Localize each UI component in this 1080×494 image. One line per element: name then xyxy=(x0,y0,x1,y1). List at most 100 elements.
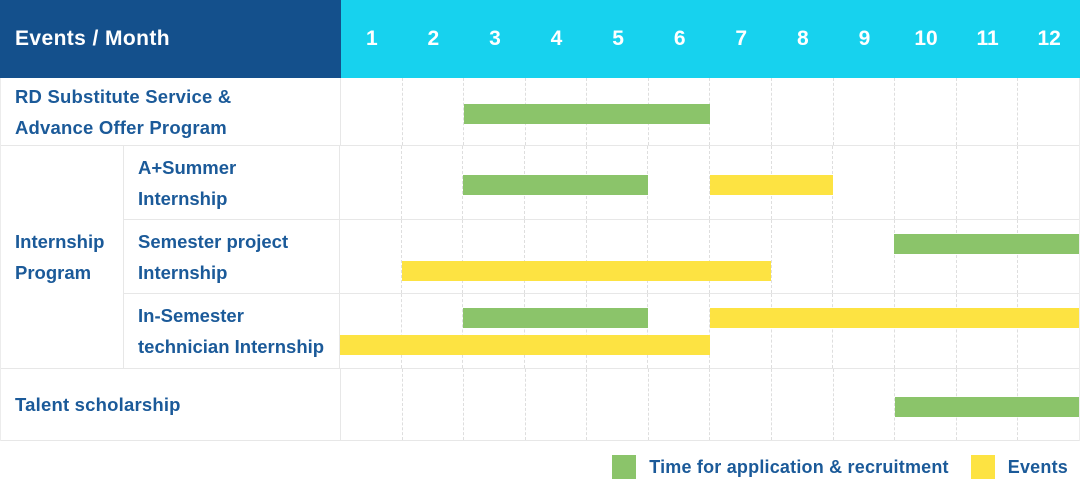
month-gridline xyxy=(771,369,833,440)
sub-row-label-cell: A+Summer Internship xyxy=(124,146,340,219)
month-gridline xyxy=(832,146,894,219)
month-gridlines xyxy=(340,294,1079,368)
gantt-bar-event xyxy=(340,335,710,355)
month-gridline xyxy=(955,294,1018,368)
month-header-cell: 12 xyxy=(1037,27,1061,50)
gantt-bar-application xyxy=(463,308,648,328)
sub-row-label-cell: Semester project Internship xyxy=(124,220,340,293)
month-gridline xyxy=(462,294,524,368)
legend-swatch-yellow xyxy=(970,455,995,479)
sub-row-label: Semester project xyxy=(138,230,289,252)
month-gridline xyxy=(832,78,895,145)
table-header-row: Events / Month 1 2 3 4 5 6 7 8 9 10 11 12 xyxy=(0,0,1080,78)
month-gridline xyxy=(894,294,956,368)
month-gridline xyxy=(832,294,894,368)
month-gridline xyxy=(955,78,1018,145)
month-gridline xyxy=(340,294,401,368)
month-header-cell: 9 xyxy=(858,27,871,50)
table-body: RD Substitute Service & Advance Offer Pro… xyxy=(0,78,1080,441)
month-gridline xyxy=(894,146,956,219)
sub-row-label-cell: In-Semester technician Internship xyxy=(124,294,340,368)
month-gridline xyxy=(524,220,586,293)
gantt-bar-application xyxy=(464,103,710,124)
month-header-cell: 2 xyxy=(427,27,440,50)
month-gridline xyxy=(955,220,1018,293)
month-gridline xyxy=(463,369,525,440)
month-gridline xyxy=(524,369,587,440)
month-gridline xyxy=(341,369,402,440)
month-header-cell: 10 xyxy=(914,27,938,50)
group-label-cell: Internship Program xyxy=(1,146,124,368)
chart-cell xyxy=(341,369,1079,440)
month-gridline xyxy=(400,294,463,368)
month-gridline xyxy=(462,146,524,219)
group-label: Internship xyxy=(15,231,105,252)
month-header-cell: 7 xyxy=(735,27,748,50)
sub-row-label: Internship xyxy=(138,187,228,209)
months-header: 1 2 3 4 5 6 7 8 9 10 11 12 xyxy=(341,0,1080,78)
table-row: Talent scholarship xyxy=(1,369,1079,441)
month-gridline xyxy=(1017,78,1079,145)
month-gridline xyxy=(771,78,833,145)
month-gridlines xyxy=(341,78,1079,145)
legend-swatch-green xyxy=(612,455,637,479)
month-gridline xyxy=(770,220,833,293)
month-gridline xyxy=(955,146,1018,219)
month-gridline xyxy=(1017,146,1079,219)
internship-group: Internship Program A+Summer Internship Semes… xyxy=(1,146,1079,369)
month-gridline xyxy=(1017,220,1079,293)
month-header-cell: 5 xyxy=(612,27,624,50)
legend-label-events: Events xyxy=(1007,456,1068,477)
month-gridline xyxy=(709,78,771,145)
chart-cell xyxy=(340,146,1079,219)
month-gridline xyxy=(832,369,895,440)
legend-item-events: Events xyxy=(970,455,1068,479)
table-row: RD Substitute Service & Advance Offer Pro… xyxy=(1,78,1079,146)
month-header-cell: 3 xyxy=(489,27,501,50)
month-gridline xyxy=(894,220,956,293)
month-gridline xyxy=(585,220,648,293)
group-label: Program xyxy=(15,262,92,283)
sub-row: In-Semester technician Internship xyxy=(124,294,1079,368)
legend: Time for application & recruitment Event… xyxy=(612,453,1068,481)
month-gridline xyxy=(832,220,894,293)
month-gridline xyxy=(647,220,709,293)
corner-title: Events / Month xyxy=(15,27,170,50)
gantt-bar-application xyxy=(463,174,648,195)
month-gridline xyxy=(647,294,709,368)
month-gridline xyxy=(341,78,402,145)
month-gridline xyxy=(709,294,771,368)
month-gridline xyxy=(400,146,463,219)
month-gridline xyxy=(400,220,463,293)
group-rows: A+Summer Internship Semester project Intern… xyxy=(124,146,1079,368)
month-gridline xyxy=(709,369,771,440)
gantt-bar-application xyxy=(894,396,1079,417)
gantt-bar-event xyxy=(401,261,772,281)
month-gridline xyxy=(401,78,464,145)
month-gridline xyxy=(647,146,709,219)
sub-row-label: In-Semester xyxy=(138,305,244,326)
month-gridline xyxy=(401,369,464,440)
sub-row: A+Summer Internship xyxy=(124,146,1079,220)
month-gridlines xyxy=(340,220,1079,293)
month-gridline xyxy=(585,294,648,368)
month-gridline xyxy=(586,369,648,440)
chart-cell xyxy=(340,220,1079,293)
month-gridline xyxy=(524,294,586,368)
row-label: RD Substitute Service & xyxy=(15,85,232,107)
gantt-bar-application xyxy=(894,234,1079,254)
month-gridline xyxy=(340,220,401,293)
legend-label-application: Time for application & recruitment xyxy=(649,456,949,477)
month-header-cell: 6 xyxy=(673,27,686,50)
row-label-cell: RD Substitute Service & Advance Offer Pro… xyxy=(1,78,341,145)
sub-row: Semester project Internship xyxy=(124,220,1079,294)
month-gridline xyxy=(340,146,401,219)
sub-row-label: A+Summer xyxy=(138,156,237,178)
month-gridline xyxy=(647,369,710,440)
gantt-bar-event xyxy=(709,308,1079,328)
month-header-cell: 4 xyxy=(550,27,563,50)
chart-cell xyxy=(340,294,1079,368)
sub-row-label: technician Internship xyxy=(138,336,325,357)
chart-cell xyxy=(341,78,1079,145)
